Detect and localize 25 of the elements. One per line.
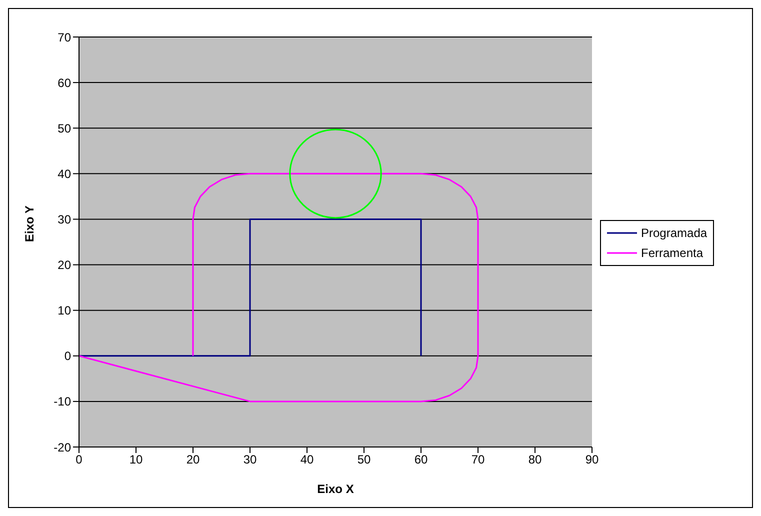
y-tick-label: 50 (58, 121, 72, 136)
line-series (79, 172, 479, 402)
legend-label: Programada (641, 225, 708, 242)
x-tick-label: 0 (76, 452, 83, 467)
y-tick-label: -10 (54, 394, 72, 409)
x-tick-label: 20 (186, 452, 200, 467)
x-tick-label: 70 (471, 452, 485, 467)
y-tick-label: -20 (54, 440, 72, 454)
x-tick-label: 10 (129, 452, 143, 467)
y-tick-label: 20 (58, 258, 72, 272)
x-tick-label: 80 (528, 452, 542, 467)
y-tick-label: 10 (58, 304, 72, 318)
y-tick-label: 70 (58, 30, 72, 44)
y-tick-label: 60 (58, 76, 72, 90)
y-tick-label: 30 (58, 212, 72, 226)
x-tick-label: 30 (243, 452, 257, 467)
x-axis-title: Eixo X (317, 482, 354, 496)
x-tick-label: 90 (585, 452, 599, 467)
legend-label: Ferramenta (641, 245, 704, 262)
y-tick-label: 0 (64, 349, 72, 364)
y-tick-label: 40 (58, 166, 72, 181)
x-tick-label: 40 (300, 452, 314, 467)
y-axis-title: Eixo Y (22, 206, 36, 242)
x-tick-label: 50 (357, 452, 371, 467)
x-tick-label: 60 (414, 452, 428, 467)
